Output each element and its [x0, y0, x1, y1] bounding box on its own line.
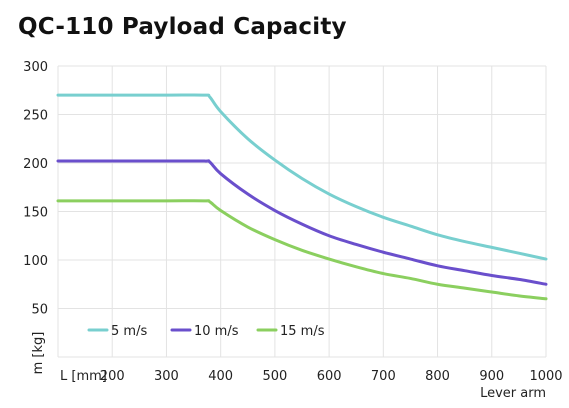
- axis-labels: m [kg] L [mm] Lever arm: [31, 332, 546, 401]
- x-tick-label-600: 600: [317, 369, 342, 384]
- grid: [57, 65, 547, 358]
- y-tick-label-150: 150: [23, 206, 48, 221]
- legend-label-1: 5 m/s: [111, 324, 147, 339]
- x-tick-label-300: 300: [154, 369, 179, 384]
- series-lines: [56, 93, 548, 301]
- x-tick-label-200: 200: [100, 369, 125, 384]
- x-tick-label-900: 900: [479, 369, 504, 384]
- y-tick-label-250: 250: [23, 109, 48, 124]
- y-tick-label-100: 100: [23, 254, 48, 269]
- x-tick-label-500: 500: [262, 369, 287, 384]
- x-axis-unit-label: L [mm]: [60, 369, 107, 384]
- series-line-3: [56, 199, 548, 301]
- y-axis-label: m [kg]: [31, 332, 46, 375]
- x-tick-label-1000: 1000: [529, 369, 562, 384]
- y-tick-label-200: 200: [23, 157, 48, 172]
- legend-label-3: 15 m/s: [280, 324, 325, 339]
- series-line-1: [56, 93, 548, 261]
- y-tick-label-300: 300: [23, 60, 48, 75]
- legend-label-2: 10 m/s: [194, 324, 239, 339]
- y-tick-label-50: 50: [31, 303, 48, 318]
- legend: 5 m/s 10 m/s 15 m/s: [87, 324, 325, 339]
- tick-labels: 50 100 150 200 250 300 200 300 400 500 600 700 800 90…: [23, 60, 562, 384]
- x-tick-label-800: 800: [425, 369, 450, 384]
- x-tick-label-400: 400: [208, 369, 233, 384]
- x-axis-label: Lever arm: [480, 386, 546, 401]
- chart-title: QC-110 Payload Capacity: [18, 14, 347, 40]
- x-tick-label-700: 700: [371, 369, 396, 384]
- series-line-2: [56, 159, 548, 286]
